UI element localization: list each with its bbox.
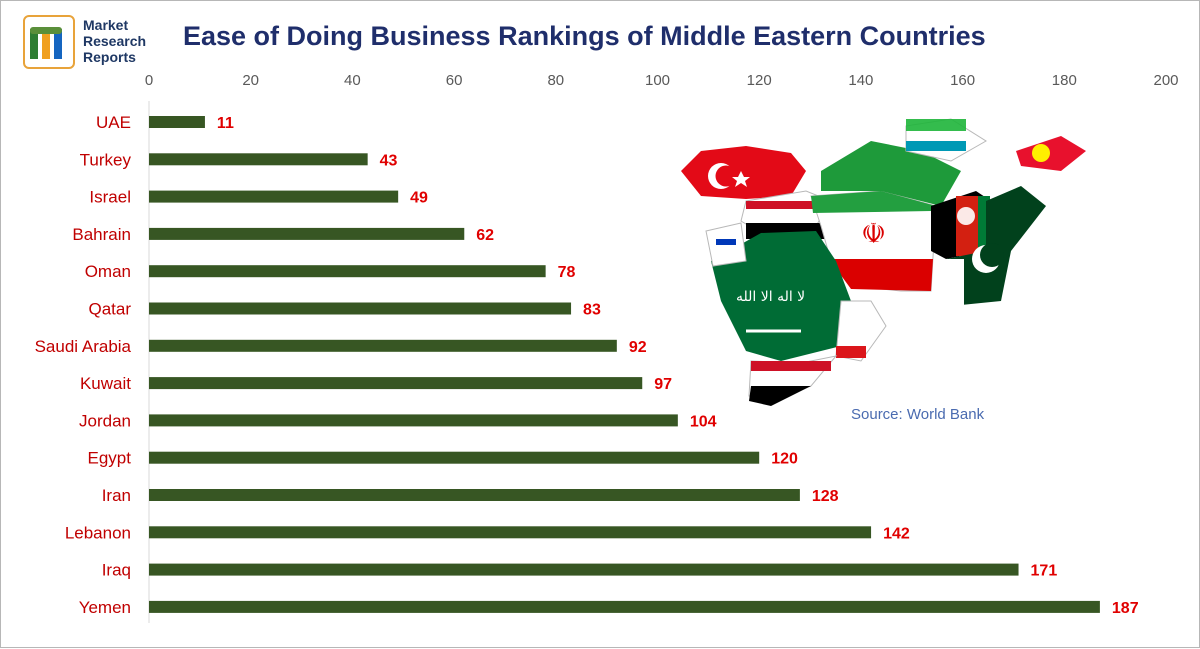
category-label: Iraq bbox=[102, 561, 131, 580]
bar bbox=[149, 265, 546, 278]
value-label: 120 bbox=[771, 451, 798, 468]
category-label: Jordan bbox=[79, 411, 131, 430]
value-label: 83 bbox=[583, 302, 601, 319]
bar bbox=[149, 377, 643, 390]
middle-east-flag-map-icon: ☫ ﻻ ﺍﻟﻪ ﺍﻻ ﺍﻟﻠﻪ bbox=[681, 118, 1086, 406]
x-tick-label: 100 bbox=[645, 72, 670, 89]
logo-line-2: Research bbox=[83, 33, 147, 49]
value-label: 11 bbox=[217, 115, 234, 132]
x-tick-label: 180 bbox=[1052, 72, 1077, 89]
bar bbox=[149, 451, 760, 464]
bar bbox=[149, 116, 205, 128]
x-tick-label: 160 bbox=[950, 72, 975, 89]
x-tick-label: 40 bbox=[344, 72, 361, 89]
category-label: Qatar bbox=[88, 300, 131, 319]
x-tick-label: 140 bbox=[848, 72, 873, 89]
company-logo: Market Research Reports bbox=[17, 13, 157, 73]
bar bbox=[149, 414, 678, 427]
category-label: Kuwait bbox=[80, 374, 131, 393]
value-label: 128 bbox=[812, 488, 839, 505]
bars bbox=[149, 116, 1100, 613]
category-label: Turkey bbox=[80, 150, 132, 169]
logo-line-1: Market bbox=[83, 17, 129, 33]
bar bbox=[149, 600, 1100, 613]
bar bbox=[149, 227, 465, 240]
value-label: 49 bbox=[410, 190, 428, 207]
value-label: 97 bbox=[654, 376, 672, 393]
bar bbox=[149, 153, 368, 166]
category-label: Oman bbox=[85, 262, 131, 281]
value-label: 104 bbox=[690, 413, 717, 430]
chart-title: Ease of Doing Business Rankings of Middl… bbox=[183, 21, 986, 51]
bar bbox=[149, 526, 872, 539]
value-label: 171 bbox=[1031, 563, 1058, 580]
value-label: 92 bbox=[629, 339, 647, 356]
category-label: Saudi Arabia bbox=[35, 337, 132, 356]
category-label: Bahrain bbox=[72, 225, 131, 244]
source-note: Source: World Bank bbox=[851, 406, 985, 423]
bar bbox=[149, 339, 617, 352]
value-label: 43 bbox=[380, 152, 398, 169]
x-tick-label: 80 bbox=[547, 72, 564, 89]
bar bbox=[149, 190, 399, 203]
value-labels: 11 43 49 62 78 83 92 97 104 120 128 142 171 187 bbox=[217, 115, 1139, 617]
svg-text:ﻻ ﺍﻟﻪ ﺍﻻ ﺍﻟﻠﻪ: ﻻ ﺍﻟﻪ ﺍﻻ ﺍﻟﻠﻪ bbox=[736, 289, 805, 305]
x-tick-label: 120 bbox=[747, 72, 772, 89]
bar bbox=[149, 302, 572, 315]
y-axis-category-labels: UAE Turkey Israel Bahrain Oman Qatar Saudi Ara… bbox=[35, 113, 132, 617]
bar bbox=[149, 489, 800, 501]
logo-mark-icon bbox=[23, 15, 75, 69]
bar bbox=[149, 563, 1019, 576]
category-label: Israel bbox=[89, 188, 131, 207]
value-label: 62 bbox=[476, 227, 494, 244]
logo-text: Market Research Reports bbox=[83, 17, 163, 65]
x-tick-label: 0 bbox=[145, 72, 153, 89]
logo-line-3: Reports bbox=[83, 49, 136, 65]
category-label: Yemen bbox=[79, 598, 131, 617]
value-label: 78 bbox=[558, 264, 576, 281]
value-label: 187 bbox=[1112, 600, 1139, 617]
category-label: UAE bbox=[96, 113, 131, 132]
category-label: Egypt bbox=[88, 449, 132, 468]
value-label: 142 bbox=[883, 525, 910, 542]
x-tick-label: 60 bbox=[446, 72, 463, 89]
x-tick-label: 200 bbox=[1153, 72, 1178, 89]
svg-text:☫: ☫ bbox=[861, 217, 886, 250]
x-axis: 0 20 40 60 80 100 120 140 160 180 200 bbox=[145, 72, 1179, 89]
category-label: Lebanon bbox=[65, 523, 131, 542]
x-tick-label: 20 bbox=[242, 72, 259, 89]
category-label: Iran bbox=[102, 486, 131, 505]
